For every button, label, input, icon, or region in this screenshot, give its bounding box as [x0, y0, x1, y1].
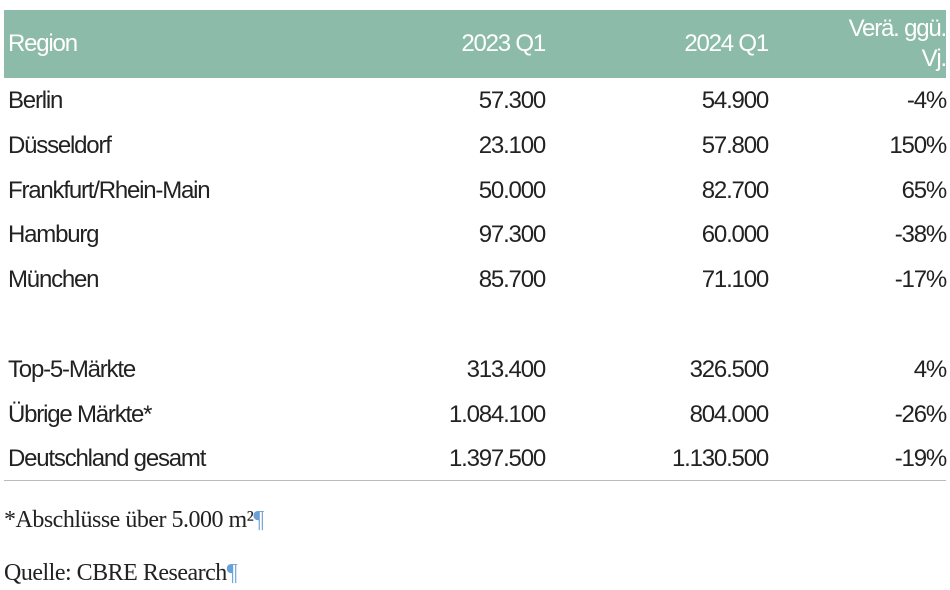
table-cell: Berlin: [8, 87, 63, 114]
table-cell: 150%: [889, 131, 947, 159]
table-cell: -38%: [894, 221, 947, 249]
table-cell: 54.900: [701, 87, 769, 114]
table-cell: 1.397.500: [449, 445, 546, 473]
table-cell: -26%: [894, 400, 947, 428]
table-cell: 1.130.500: [672, 445, 769, 473]
pilcrow: ¶: [253, 507, 264, 533]
source: Quelle: CBRE Research¶: [4, 560, 238, 587]
table-cell: 85.700: [478, 266, 546, 294]
table-cell: 65%: [901, 176, 948, 204]
table-cell: Düsseldorf: [8, 131, 112, 159]
table-cell: -17%: [894, 266, 947, 294]
table-cell: -19%: [894, 445, 947, 473]
table-cell: 4%: [913, 356, 948, 383]
header-cell: Verä. ggü. Vj.: [848, 15, 948, 72]
pilcrow: ¶: [226, 560, 238, 586]
table-cell: Frankfurt/Rhein-Main: [8, 176, 211, 204]
bottom-rule: [4, 480, 946, 481]
table-cell: 71.100: [701, 266, 769, 294]
footnote: *Abschlüsse über 5.000 m²¶: [4, 507, 264, 534]
note-text: Quelle: CBRE Research: [4, 560, 227, 586]
table-cell: Übrige Märkte*: [8, 400, 152, 428]
header-cell: 2024 Q1: [684, 30, 769, 57]
header-cell: 2023 Q1: [461, 30, 546, 57]
table-cell: 1.084.100: [449, 400, 546, 428]
table-cell: 57.300: [478, 87, 546, 114]
table-cell: 57.800: [701, 131, 769, 159]
table-cell: Deutschland gesamt: [8, 445, 206, 473]
table-cell: 804.000: [689, 400, 770, 428]
table-cell: 50.000: [478, 176, 546, 204]
table-cell: 313.400: [466, 356, 547, 383]
table-cell: München: [8, 266, 100, 294]
header-cell: Region: [8, 30, 78, 57]
table-cell: 60.000: [701, 221, 769, 249]
table-cell: 23.100: [478, 131, 546, 159]
table-cell: -4%: [906, 87, 947, 114]
note-text: *Abschlüsse über 5.000 m²: [4, 507, 254, 533]
table-cell: Top-5-Märkte: [8, 356, 136, 383]
table-cell: 97.300: [478, 221, 546, 249]
header-band: [4, 10, 946, 78]
table-cell: 82.700: [701, 176, 769, 204]
table-cell: Hamburg: [8, 221, 100, 249]
table-cell: 326.500: [689, 356, 770, 383]
